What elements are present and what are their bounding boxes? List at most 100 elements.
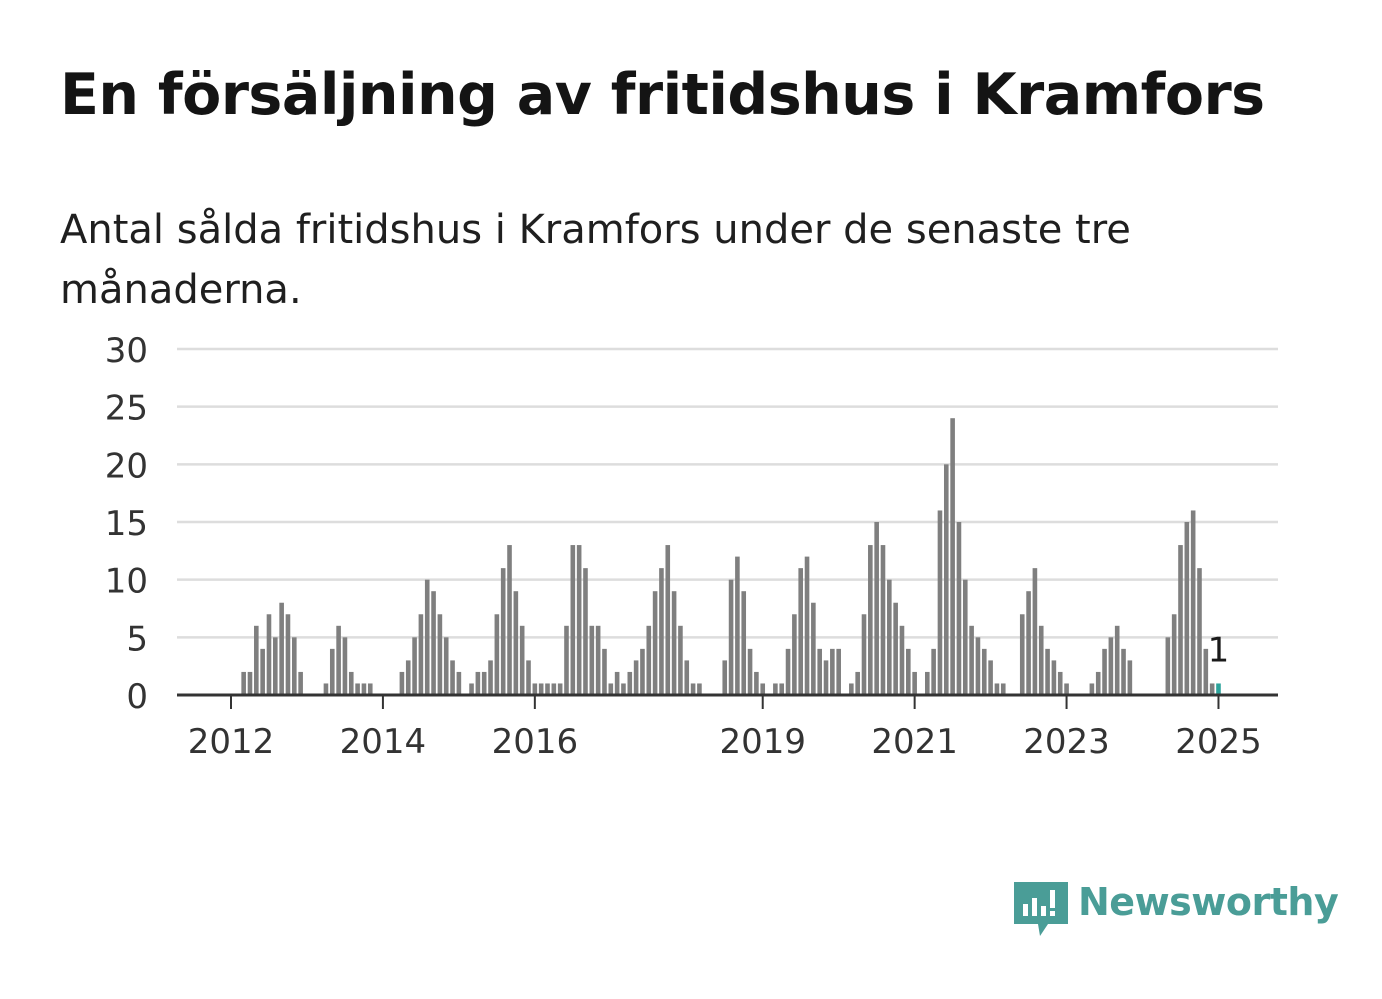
newsworthy-chart-icon xyxy=(1014,882,1068,936)
x-tick-label: 2025 xyxy=(1175,722,1262,762)
bar xyxy=(538,683,544,695)
bar xyxy=(342,637,348,695)
bar xyxy=(811,602,816,695)
bar xyxy=(564,625,569,695)
bar xyxy=(570,545,576,695)
bar xyxy=(659,568,664,695)
bar xyxy=(273,637,278,695)
bar xyxy=(722,660,728,695)
bar xyxy=(1000,683,1006,695)
bar xyxy=(285,614,291,695)
x-tick-label: 2021 xyxy=(871,722,958,762)
bar xyxy=(526,660,531,695)
bar xyxy=(507,545,512,695)
x-tick-label: 2012 xyxy=(188,722,275,762)
bar xyxy=(292,637,297,695)
bar xyxy=(1165,637,1171,695)
bar xyxy=(1089,683,1095,695)
x-tick-label: 2014 xyxy=(340,722,427,762)
bar xyxy=(1019,614,1025,695)
bar xyxy=(652,591,658,695)
bar xyxy=(254,625,259,695)
bar xyxy=(773,683,778,695)
bar xyxy=(855,671,860,695)
bar xyxy=(488,660,493,695)
bar xyxy=(443,637,449,695)
bar xyxy=(1051,660,1057,695)
bar xyxy=(950,418,955,695)
bar xyxy=(646,625,652,695)
bar xyxy=(424,579,430,695)
bar xyxy=(405,660,411,695)
bar xyxy=(279,602,284,695)
bar xyxy=(678,625,683,695)
chart-title: En försäljning av fritidshus i Kramfors xyxy=(60,62,1265,128)
bar xyxy=(557,683,563,695)
bar xyxy=(595,625,601,695)
bar xyxy=(513,591,519,695)
bar xyxy=(861,614,867,695)
bar xyxy=(906,648,911,695)
bar xyxy=(981,648,987,695)
bar xyxy=(633,660,639,695)
bar xyxy=(418,614,424,695)
bar xyxy=(969,625,974,695)
bar xyxy=(887,579,892,695)
bar xyxy=(367,683,373,695)
bar xyxy=(532,683,538,695)
bar xyxy=(1032,568,1038,695)
bar xyxy=(355,683,360,695)
bar xyxy=(785,648,791,695)
bar xyxy=(627,671,633,695)
y-tick-label: 25 xyxy=(105,389,148,429)
bar xyxy=(361,683,367,695)
bar xyxy=(475,671,481,695)
bar xyxy=(849,683,854,695)
bar xyxy=(1203,648,1209,695)
bar xyxy=(336,625,341,695)
bar xyxy=(500,568,506,695)
bar xyxy=(241,671,246,695)
bar xyxy=(481,671,487,695)
bar xyxy=(1190,510,1196,695)
bar xyxy=(937,510,943,695)
bar xyxy=(893,602,898,695)
bar xyxy=(1184,522,1190,695)
x-tick-label: 2019 xyxy=(719,722,806,762)
bar xyxy=(943,464,949,695)
bar xyxy=(608,683,614,695)
brand-name: Newsworthy xyxy=(1078,880,1339,924)
bar xyxy=(1114,625,1120,695)
bar xyxy=(747,648,753,695)
bar xyxy=(640,648,645,695)
bar xyxy=(456,671,462,695)
bar xyxy=(754,671,759,695)
bar xyxy=(1064,683,1069,695)
bar xyxy=(1095,671,1101,695)
bar xyxy=(975,637,981,695)
bar xyxy=(868,545,873,695)
bar xyxy=(266,614,272,695)
bar xyxy=(804,556,810,695)
bar xyxy=(665,545,671,695)
bar xyxy=(792,614,797,695)
bar xyxy=(1209,683,1215,695)
bar xyxy=(1038,625,1044,695)
bar xyxy=(621,683,626,695)
bar xyxy=(1102,648,1107,695)
y-tick-label: 15 xyxy=(105,504,148,544)
bar xyxy=(431,591,436,695)
bar xyxy=(912,671,917,695)
bar xyxy=(469,683,474,695)
bar xyxy=(247,671,253,695)
bar xyxy=(437,614,443,695)
bar xyxy=(779,683,785,695)
bar xyxy=(551,683,557,695)
bar xyxy=(323,683,329,695)
y-tick-label: 20 xyxy=(105,446,148,486)
bar xyxy=(956,522,962,695)
bar xyxy=(1121,648,1126,695)
bar xyxy=(260,648,265,695)
y-tick-label: 0 xyxy=(126,677,148,717)
